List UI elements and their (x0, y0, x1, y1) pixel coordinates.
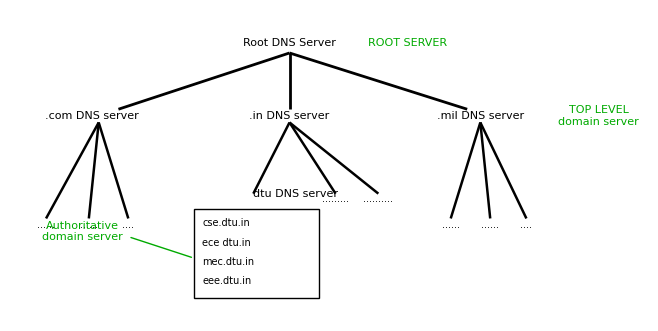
Text: .mil DNS server: .mil DNS server (437, 111, 524, 121)
Text: cse.dtu.in: cse.dtu.in (202, 218, 250, 228)
Text: ece dtu.in: ece dtu.in (202, 238, 251, 248)
Text: mec.dtu.in: mec.dtu.in (202, 257, 254, 267)
Text: .........: ......... (322, 194, 349, 204)
Text: ....: .... (520, 220, 532, 230)
FancyBboxPatch shape (194, 209, 319, 298)
Text: dtu DNS server: dtu DNS server (253, 189, 338, 199)
Text: ......: ...... (37, 220, 55, 230)
Text: ......: ...... (442, 220, 460, 230)
Text: ......: ...... (481, 220, 499, 230)
Text: ......: ...... (80, 220, 98, 230)
Text: eee.dtu.in: eee.dtu.in (202, 276, 251, 286)
Text: ..........: .......... (363, 194, 393, 204)
Text: Root DNS Server: Root DNS Server (243, 38, 336, 48)
Text: ROOT SERVER: ROOT SERVER (368, 38, 447, 48)
Text: Authoritative
domain server: Authoritative domain server (42, 221, 122, 243)
Text: .in DNS server: .in DNS server (249, 111, 330, 121)
Text: TOP LEVEL
domain server: TOP LEVEL domain server (559, 105, 639, 127)
Text: ....: .... (122, 220, 134, 230)
Text: .com DNS server: .com DNS server (45, 111, 139, 121)
